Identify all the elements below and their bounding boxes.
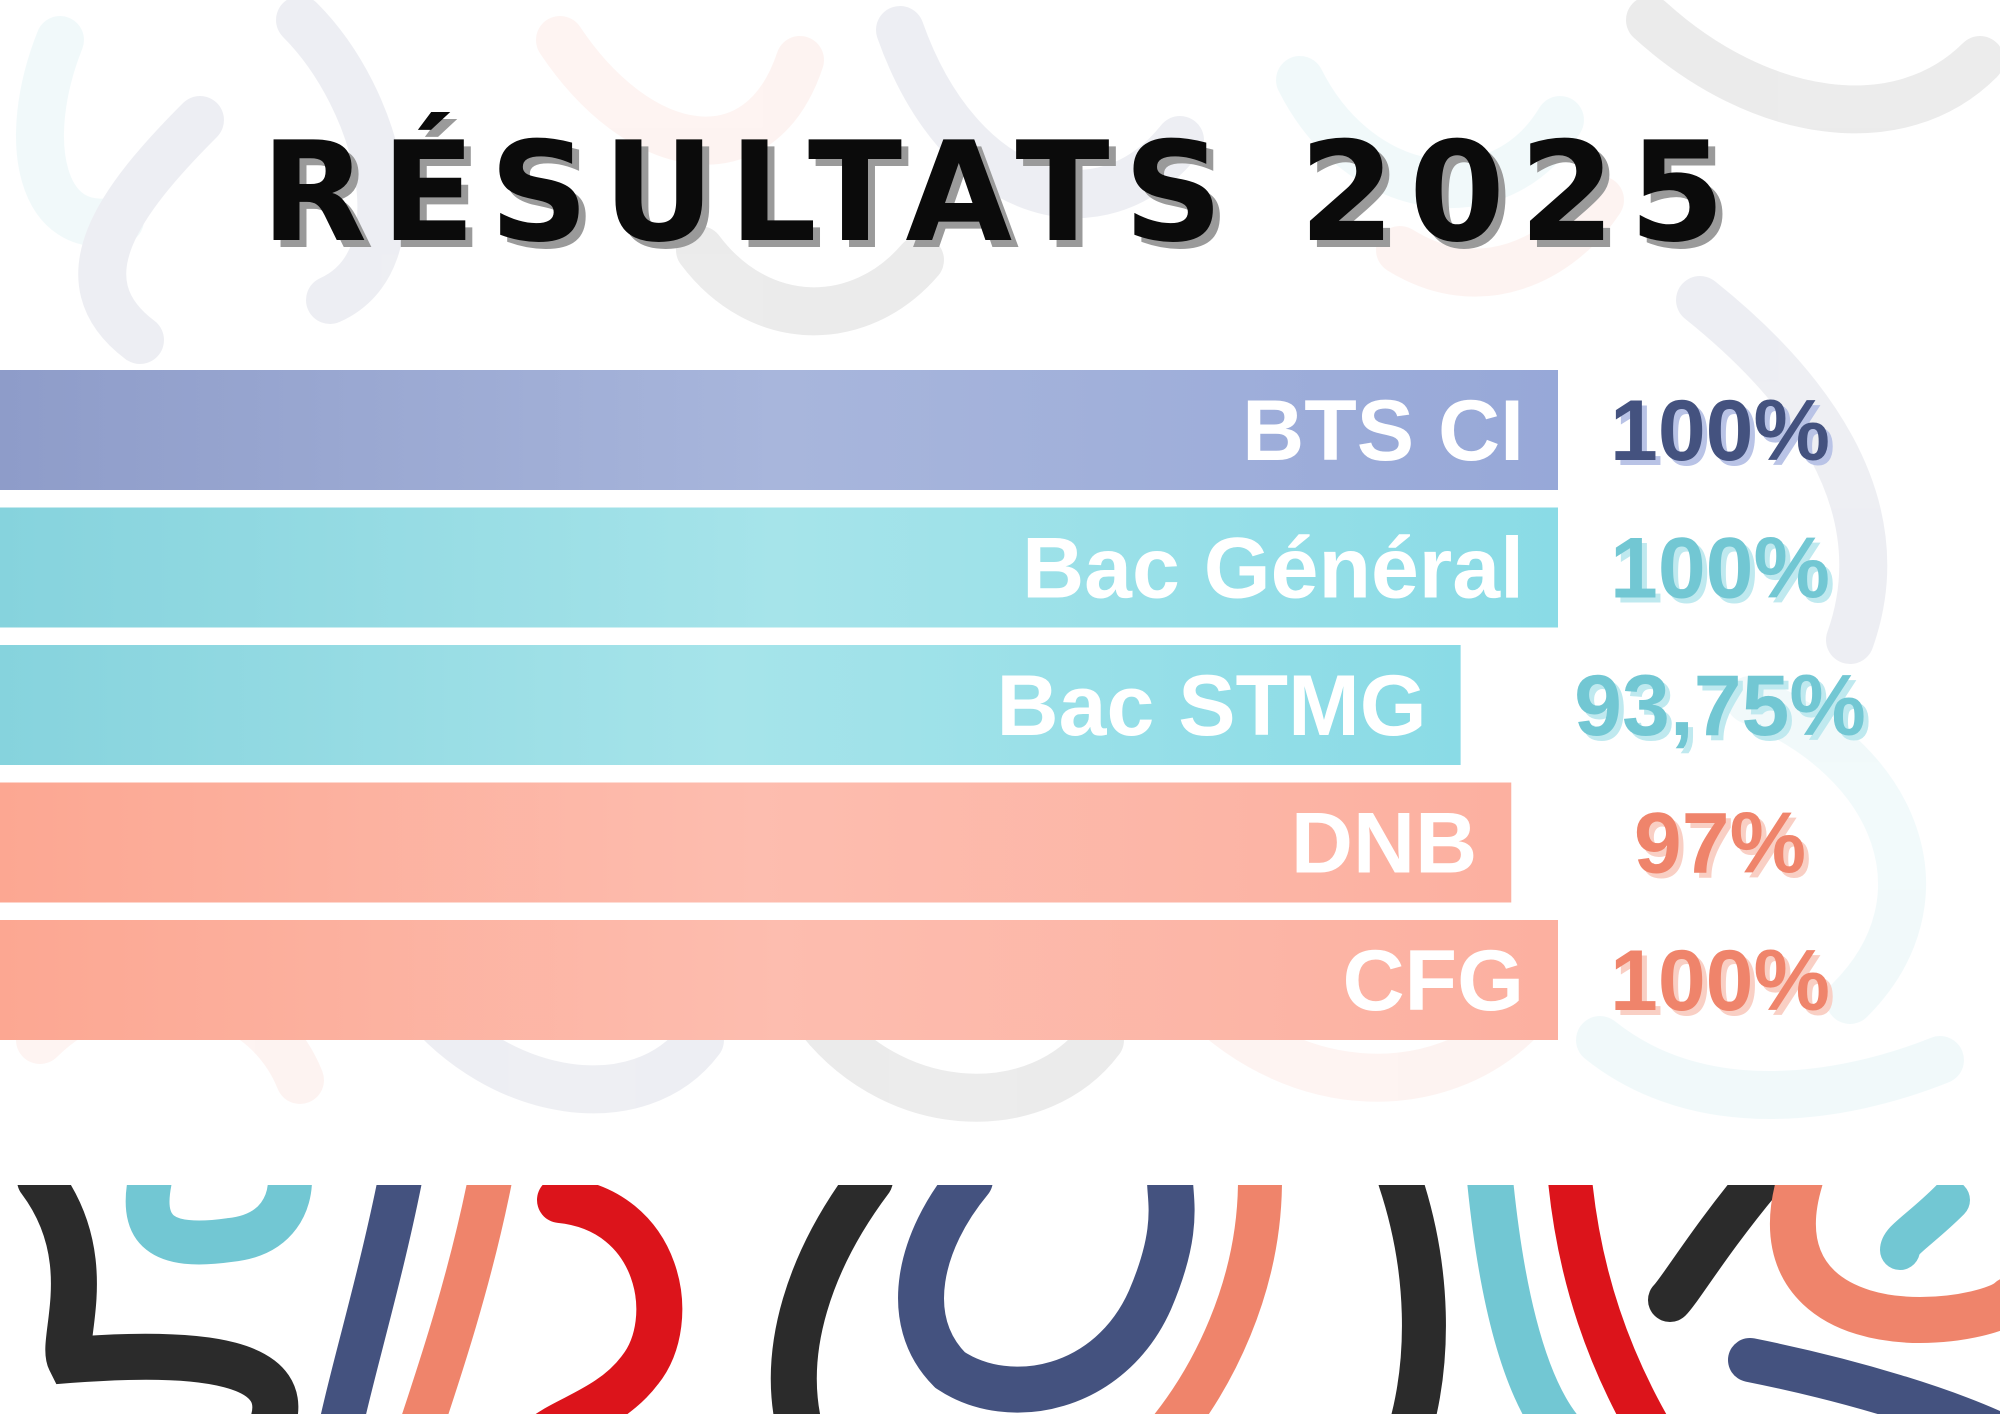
swirl-black-3 [1378,1185,1446,1414]
swirl-cyan-3 [1880,1185,1970,1270]
value-label-shadow-bac-g-n-ral: 100% [1615,526,1835,622]
swirl-black-left [17,1185,299,1414]
value-label-bac-stmg: 93,75% [1574,658,1866,754]
value-label-shadow-bac-stmg: 93,75% [1579,663,1871,759]
swirl-salmon-3 [1769,1185,2000,1344]
bar-dnb [0,782,1512,903]
value-label-dnb: 97% [1634,796,1806,892]
value-label-shadow-bts-ci: 100% [1615,388,1835,484]
swirl-black-4 [1648,1185,1782,1322]
value-label-bac-g-n-ral: 100% [1610,521,1830,617]
swirl-red-2 [1548,1185,1667,1414]
swirl-cyan-left [125,1185,312,1265]
swirl-navy-1 [320,1185,422,1414]
page-title: RÉSULTATS 2025 [260,112,1740,273]
bar-label-dnb: DNB [1291,796,1477,892]
value-label-shadow-dnb: 97% [1639,801,1811,897]
bar-bts-ci [0,370,1558,490]
bar-cfg [0,920,1558,1040]
swirl-navy-3 [1728,1338,2000,1414]
bar-bac-stmg [0,645,1461,765]
bar-label-bac-g-n-ral: Bac Général [1022,521,1524,617]
value-label-shadow-cfg: 100% [1615,938,1835,1034]
bar-label-cfg: CFG [1342,933,1524,1029]
swirl-navy-2 [898,1185,1195,1413]
decorative-swirls [17,1185,2000,1414]
value-label-cfg: 100% [1610,933,1830,1029]
swirl-cyan-2 [1467,1185,1577,1414]
bar-label-bac-stmg: Bac STMG [997,658,1427,754]
swirl-salmon-1 [402,1185,512,1414]
bar-label-bts-ci: BTS CI [1242,383,1524,479]
value-label-bts-ci: 100% [1610,383,1830,479]
swirl-red-1 [535,1185,683,1414]
swirl-black-2 [770,1185,893,1414]
bar-bac-g-n-ral [0,507,1558,628]
swirl-salmon-2 [1154,1185,1282,1414]
